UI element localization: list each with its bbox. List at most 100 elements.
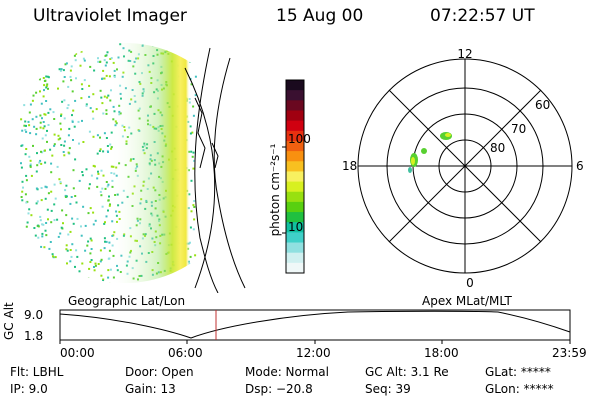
speckle [24, 285, 26, 287]
speckle [99, 148, 102, 151]
speckle [73, 125, 76, 128]
instrument-title: Ultraviolet Imager [33, 6, 187, 26]
speckle [105, 109, 108, 112]
speckle [52, 255, 54, 258]
speckle [193, 218, 196, 221]
polar-lat-70: 70 [511, 122, 526, 136]
speckle [60, 114, 62, 117]
speckle [104, 187, 107, 190]
speckle [158, 291, 160, 293]
speckle [23, 80, 26, 83]
coastline-outline [184, 47, 246, 293]
speckle [67, 40, 69, 42]
speckle [87, 277, 90, 279]
speckle [30, 284, 32, 286]
speckle [63, 76, 66, 78]
speckle [66, 107, 69, 110]
colorbar-segment [286, 110, 304, 122]
speckle [40, 187, 43, 189]
timeline-plot [59, 309, 571, 344]
speckle [24, 289, 26, 291]
speckle [59, 182, 62, 185]
status-gain: Gain: 13 [125, 382, 176, 396]
timeline-ytick-low: 1.8 [24, 329, 44, 343]
speckle [20, 89, 23, 92]
speckle [109, 292, 111, 293]
speckle [103, 95, 106, 98]
colorbar-segment [286, 90, 304, 101]
speckle [179, 273, 182, 276]
speckle [58, 68, 61, 71]
speckle [94, 264, 97, 267]
speckle [70, 65, 73, 68]
speckle [28, 124, 31, 127]
colorbar-segment [286, 242, 304, 254]
speckle [75, 249, 78, 252]
speckle [53, 143, 56, 146]
speckle [105, 61, 108, 64]
speckle [192, 228, 195, 231]
speckle [189, 255, 192, 258]
speckle [105, 181, 108, 183]
speckle [104, 221, 106, 224]
speckle [78, 179, 81, 182]
speckle [43, 84, 46, 87]
speckle [153, 44, 156, 47]
speckle [20, 162, 22, 165]
speckle [39, 126, 42, 129]
colorbar-segment [286, 212, 304, 223]
status-dsp: Dsp: −20.8 [245, 382, 313, 396]
speckle [38, 78, 41, 81]
speckle [62, 151, 65, 153]
speckle [100, 285, 102, 287]
polar-label-noon: 12 [457, 48, 472, 61]
speckle [88, 40, 90, 42]
speckle [108, 257, 111, 260]
speckle [62, 69, 65, 72]
speckle [107, 151, 109, 153]
speckle [68, 127, 71, 130]
speckle [21, 230, 24, 233]
speckle [189, 265, 192, 268]
speckle [54, 256, 57, 259]
speckle [107, 276, 110, 279]
speckle [41, 151, 44, 154]
speckle [135, 282, 138, 283]
timeline-ytick-high: 9.0 [24, 308, 44, 322]
speckle [189, 274, 192, 277]
speckle [39, 121, 42, 124]
speckle [193, 40, 195, 42]
speckle [50, 190, 53, 193]
speckle [49, 148, 52, 151]
speckle [59, 122, 62, 125]
timeline-right-title: Apex MLat/MLT [422, 294, 512, 308]
speckle [78, 270, 81, 273]
speckle [99, 260, 102, 263]
speckle [194, 75, 197, 78]
speckle [43, 113, 46, 116]
speckle [193, 159, 195, 162]
speckle [48, 62, 51, 65]
speckle [23, 56, 26, 59]
speckle [30, 49, 33, 52]
speckle [42, 95, 45, 98]
speckle [63, 99, 66, 102]
speckle [103, 237, 106, 240]
speckle [20, 166, 23, 169]
speckle [22, 239, 25, 242]
speckle [52, 111, 55, 114]
speckle [72, 169, 75, 172]
speckle [102, 150, 105, 153]
speckle [25, 148, 28, 150]
speckle [189, 226, 192, 229]
speckle [92, 93, 95, 96]
speckle [80, 83, 83, 86]
speckle [175, 279, 178, 282]
speckle [40, 102, 43, 105]
speckle [69, 230, 72, 233]
speckle [36, 164, 39, 167]
speckle [25, 225, 28, 228]
timeline-xtick-0000: 00:00 [60, 346, 95, 360]
speckle [43, 89, 45, 92]
speckle [46, 51, 49, 54]
